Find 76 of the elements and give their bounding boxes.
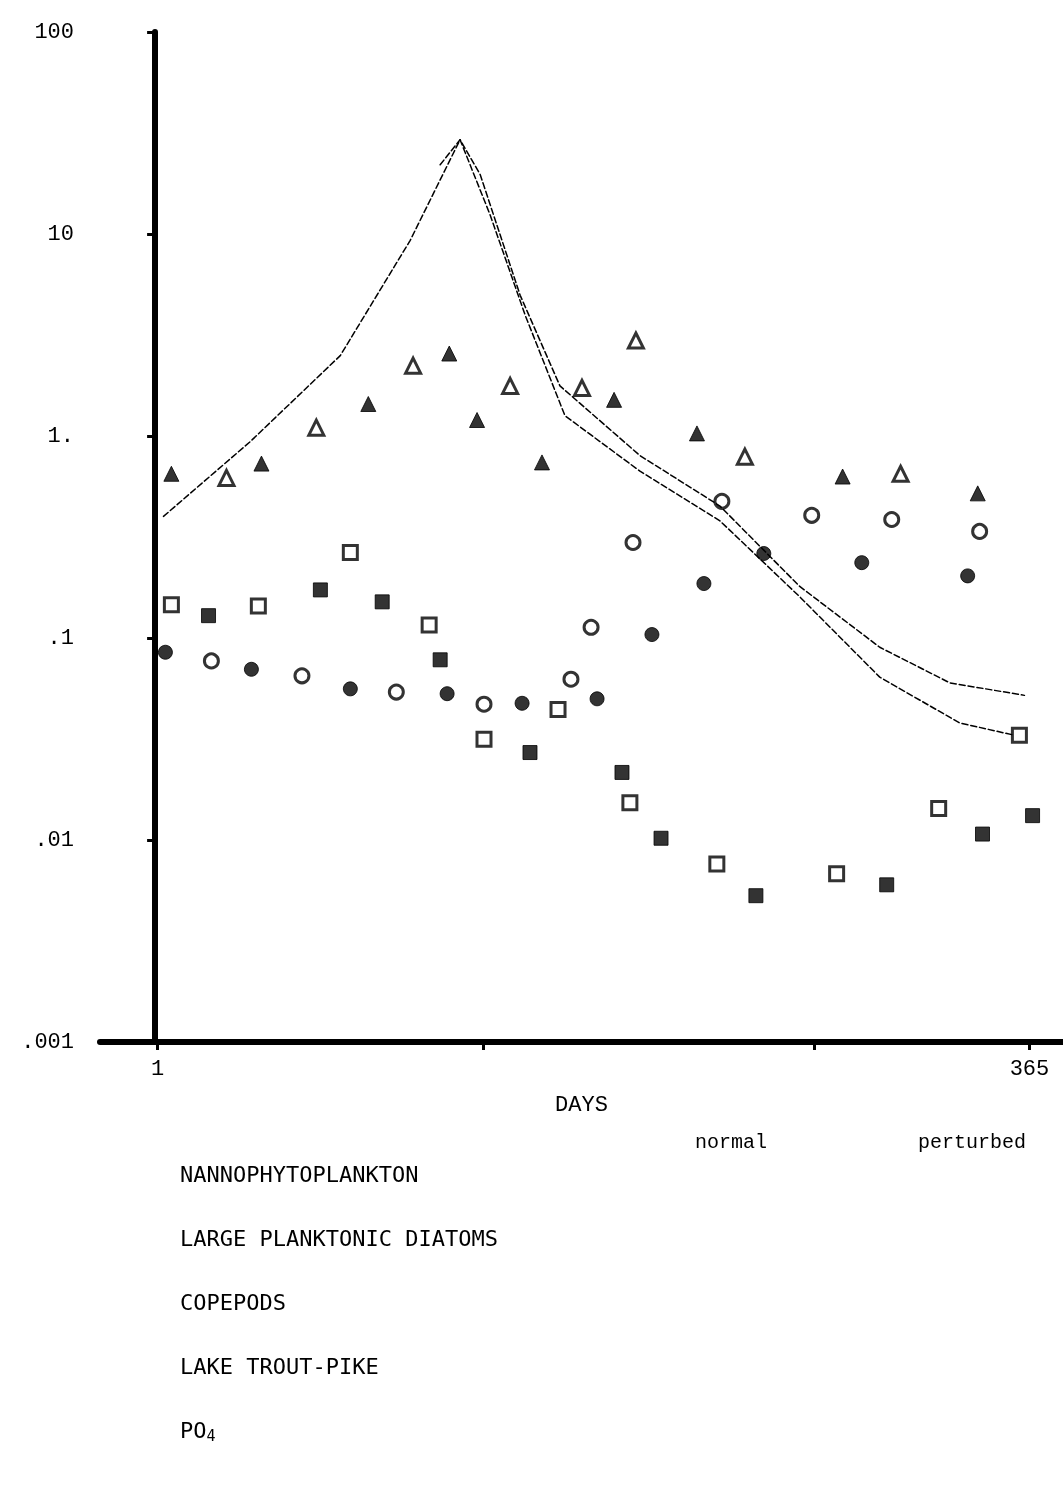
point	[549, 700, 567, 718]
point	[883, 511, 901, 529]
point	[202, 652, 220, 670]
point	[501, 376, 520, 395]
point	[387, 683, 405, 701]
point	[803, 506, 821, 524]
y-tick-label: .01	[34, 827, 74, 853]
point	[360, 396, 377, 413]
x-tick-label: 1	[150, 1056, 165, 1082]
y-tick-label: 100	[34, 19, 74, 45]
point	[562, 670, 580, 688]
point	[341, 544, 359, 561]
point	[854, 555, 870, 571]
y-tick-label: .001	[21, 1029, 74, 1055]
point	[306, 416, 327, 437]
point	[439, 686, 455, 702]
text: normal	[695, 1130, 768, 1154]
point	[748, 888, 764, 904]
point	[514, 695, 530, 711]
point	[589, 691, 605, 707]
point	[201, 608, 217, 624]
point	[469, 412, 486, 429]
point	[688, 425, 705, 442]
point	[735, 445, 755, 466]
point	[930, 800, 948, 818]
point	[828, 865, 846, 883]
y-tick-label: .1	[47, 625, 74, 651]
x-tick-label: 365	[1009, 1056, 1050, 1082]
point	[432, 652, 448, 668]
point	[708, 855, 726, 873]
y-tick-label: 10	[47, 221, 74, 247]
point	[249, 597, 267, 615]
point	[420, 616, 438, 634]
point	[342, 681, 358, 697]
point	[217, 468, 236, 487]
point	[374, 594, 390, 610]
point	[834, 468, 851, 485]
point	[441, 345, 458, 362]
x-axis-title: DAYS	[555, 1092, 608, 1118]
point	[475, 695, 493, 713]
point	[533, 454, 550, 471]
point	[971, 522, 989, 540]
text: LARGE PLANKTONIC DIATOMS	[180, 1225, 498, 1251]
point	[624, 534, 642, 551]
point	[626, 331, 645, 350]
text: perturbed	[918, 1130, 1027, 1154]
y-tick-label: 1.	[47, 423, 74, 449]
point	[572, 378, 591, 397]
point	[162, 596, 180, 614]
point	[975, 826, 991, 842]
point	[522, 745, 538, 761]
point	[960, 568, 976, 584]
point	[243, 661, 259, 677]
point	[696, 576, 712, 592]
text: LAKE TROUT-PIKE	[180, 1353, 379, 1379]
point	[1010, 726, 1028, 744]
text: NANNOPHYTOPLANKTON	[180, 1161, 419, 1187]
point	[293, 667, 311, 685]
point	[312, 582, 328, 598]
point	[653, 830, 669, 846]
point	[621, 794, 639, 812]
point	[475, 730, 493, 748]
point	[879, 877, 895, 893]
point	[403, 354, 423, 375]
point	[644, 627, 660, 643]
point	[606, 391, 623, 408]
point	[713, 492, 731, 510]
point	[969, 485, 986, 502]
point	[157, 644, 173, 660]
point	[253, 455, 270, 472]
point	[891, 464, 910, 483]
point	[1025, 808, 1041, 824]
text: COPEPODS	[180, 1289, 286, 1315]
point	[582, 618, 600, 636]
point	[614, 764, 630, 780]
point	[163, 465, 180, 482]
